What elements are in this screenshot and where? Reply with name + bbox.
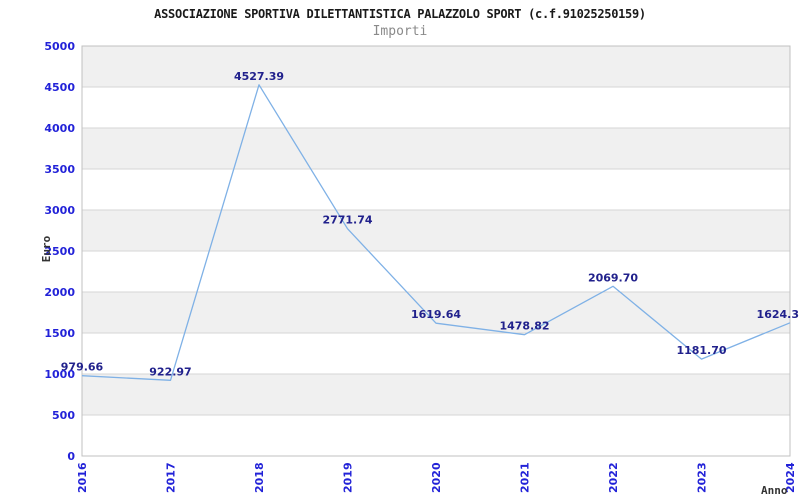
data-point-label: 4527.39 xyxy=(234,70,284,83)
y-tick-label: 4500 xyxy=(44,81,75,94)
data-point-label: 979.66 xyxy=(61,361,104,374)
chart-title: ASSOCIAZIONE SPORTIVA DILETTANTISTICA PA… xyxy=(154,7,646,21)
x-tick-label: 2018 xyxy=(253,462,266,493)
y-tick-label: 5000 xyxy=(44,40,75,53)
plot-band xyxy=(82,292,790,333)
y-tick-label: 4000 xyxy=(44,122,75,135)
y-tick-label: 2500 xyxy=(44,245,75,258)
x-tick-label: 2023 xyxy=(696,462,709,493)
y-tick-label: 3500 xyxy=(44,163,75,176)
x-tick-label: 2022 xyxy=(607,462,620,493)
y-tick-label: 1500 xyxy=(44,327,75,340)
data-point-label: 1181.70 xyxy=(676,344,726,357)
plot-band xyxy=(82,333,790,374)
x-tick-label: 2017 xyxy=(165,462,178,493)
x-tick-label: 2019 xyxy=(342,462,355,493)
plot-band xyxy=(82,415,790,456)
plot-border xyxy=(81,45,791,457)
x-axis-title: Anno xyxy=(761,484,788,497)
line-series xyxy=(81,84,791,381)
plot-band xyxy=(82,374,790,415)
data-point-label: 2771.74 xyxy=(322,214,372,227)
y-axis-title: Euro xyxy=(40,235,53,262)
plot-band xyxy=(82,251,790,292)
data-point-label: 1478.82 xyxy=(499,320,549,333)
x-tick-label: 2020 xyxy=(430,462,443,493)
data-point-label: 922.97 xyxy=(149,365,191,378)
chart-subtitle: Importi xyxy=(372,24,428,39)
plot-band xyxy=(82,128,790,169)
x-tick-label: 2024 xyxy=(784,462,797,493)
data-point-label: 1624.3 xyxy=(757,308,799,321)
y-tick-label: 1000 xyxy=(44,368,75,381)
y-tick-label: 3000 xyxy=(44,204,75,217)
y-tick-label: 0 xyxy=(67,450,75,463)
data-point-label: 1619.64 xyxy=(411,308,461,321)
x-tick-label: 2021 xyxy=(519,462,532,493)
plot-band xyxy=(82,46,790,87)
plot-band xyxy=(82,210,790,251)
plot-band xyxy=(82,169,790,210)
y-tick-label: 2000 xyxy=(44,286,75,299)
x-tick-label: 2016 xyxy=(76,462,89,493)
y-tick-label: 500 xyxy=(52,409,75,422)
data-point-label: 2069.70 xyxy=(588,271,638,284)
plot-band xyxy=(82,87,790,128)
